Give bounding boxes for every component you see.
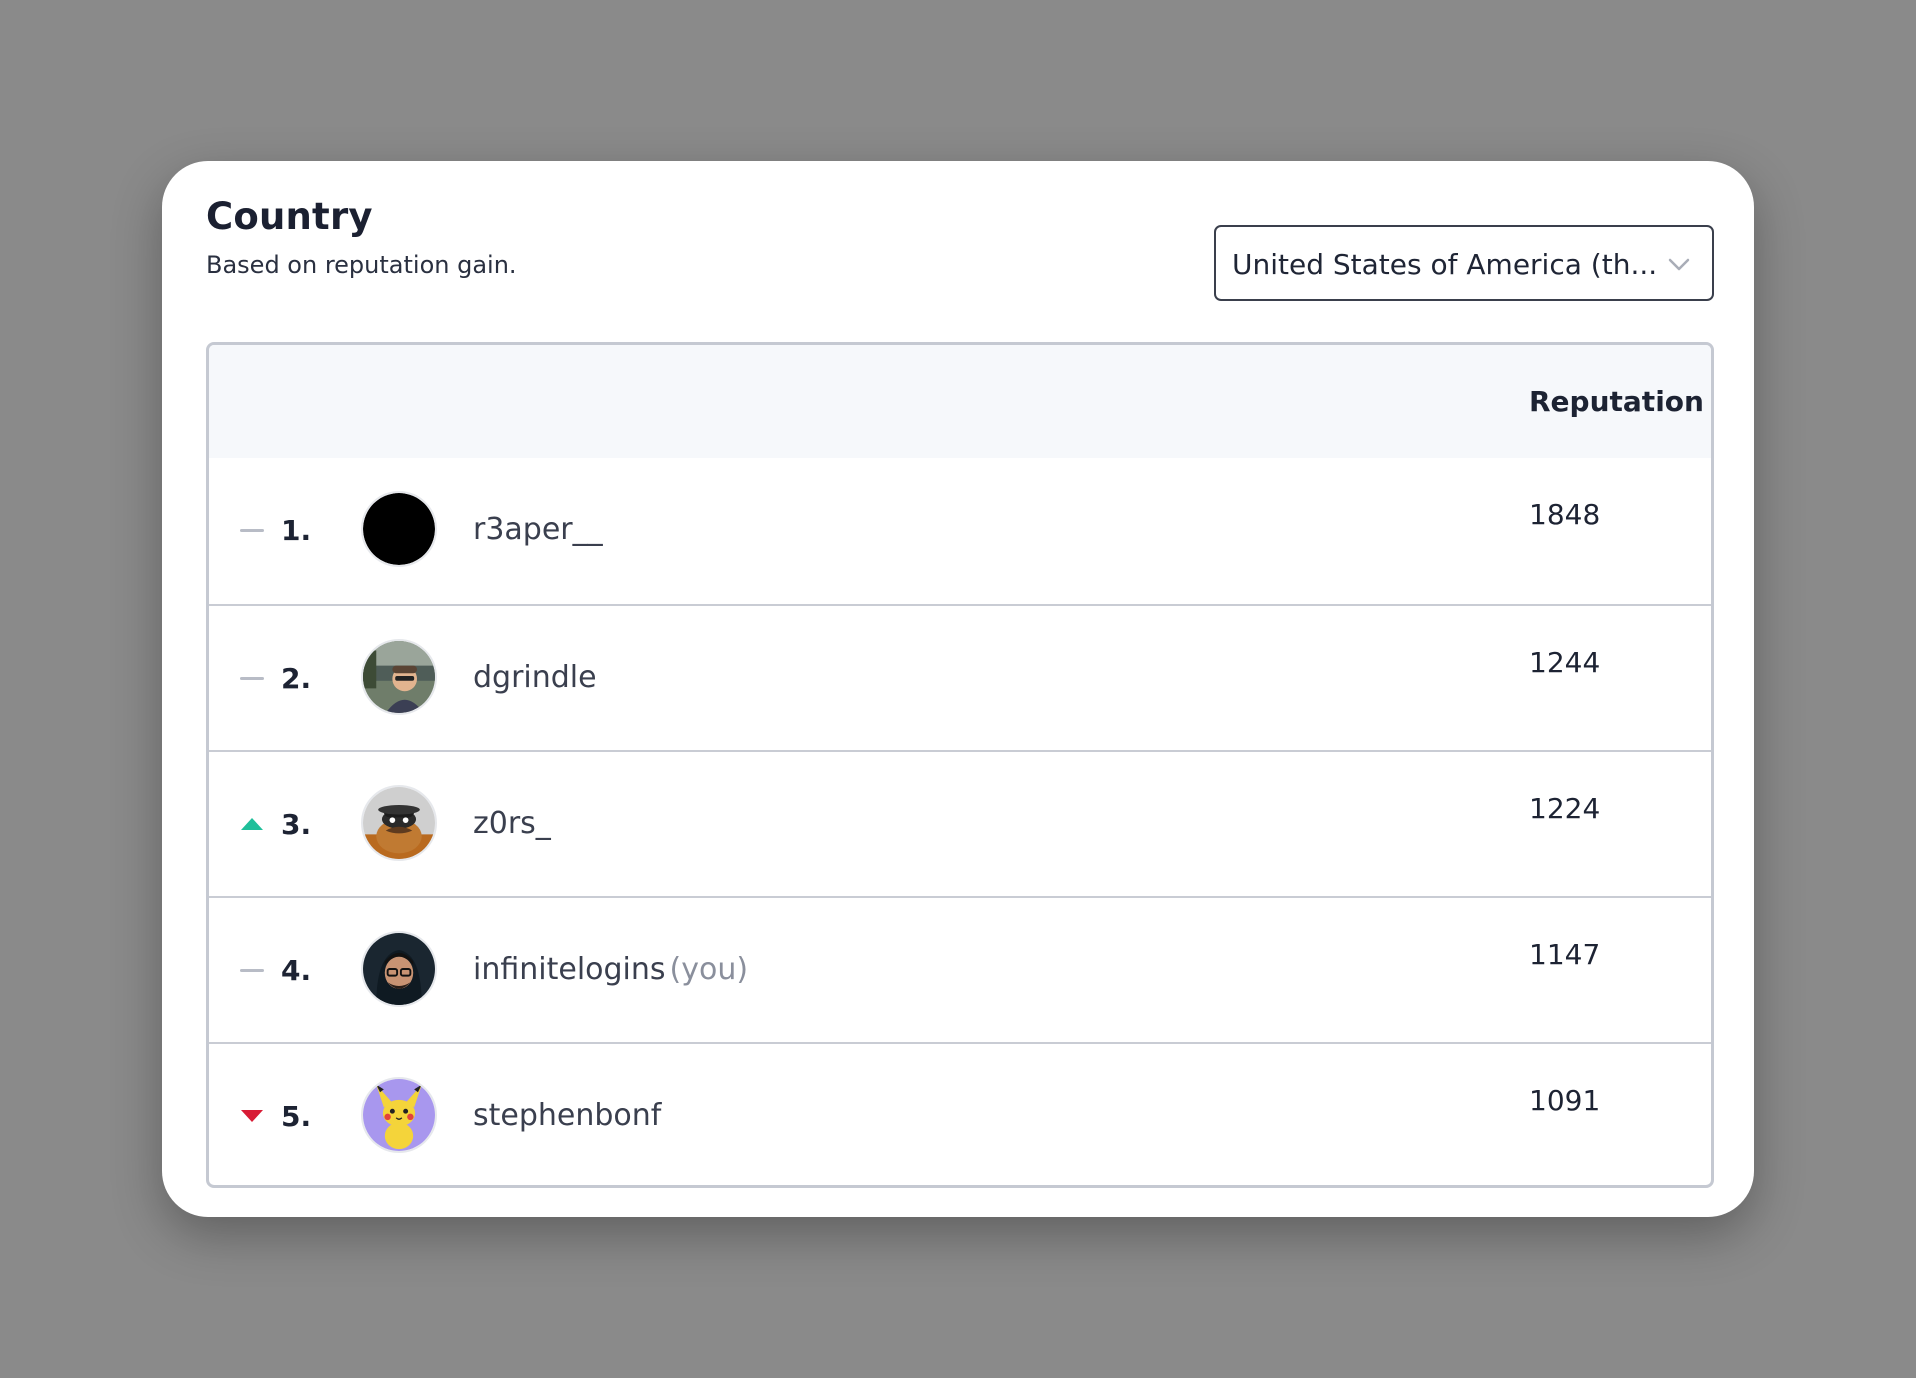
table-row[interactable]: 3. z0rs_ 1224 <box>209 750 1711 896</box>
username-link[interactable]: z0rs_ <box>473 806 551 841</box>
table-row[interactable]: 1. r3aper__ 1848 <box>209 458 1711 604</box>
card-subtitle: Based on reputation gain. <box>206 251 517 279</box>
avatar[interactable] <box>361 931 437 1007</box>
table-header: Reputation <box>209 345 1711 458</box>
reputation-column-header: Reputation <box>1529 385 1704 418</box>
trend-unchanged-icon <box>240 960 264 980</box>
reputation-value: 1091 <box>1529 1084 1601 1117</box>
avatar[interactable] <box>361 639 437 715</box>
leaderboard-card: Country Based on reputation gain. United… <box>162 161 1754 1217</box>
country-select-value: United States of America (th... <box>1232 248 1658 281</box>
rank-number: 4. <box>281 954 312 987</box>
reputation-value: 1848 <box>1529 498 1601 531</box>
table-row[interactable]: 4. infinitelogins (you) 1147 <box>209 896 1711 1042</box>
trend-unchanged-icon <box>240 520 264 540</box>
reputation-value: 1147 <box>1529 938 1601 971</box>
username-text: infinitelogins <box>473 952 666 987</box>
trend-up-icon <box>240 814 264 834</box>
rank-number: 1. <box>281 514 312 547</box>
avatar[interactable] <box>361 491 437 567</box>
reputation-value: 1244 <box>1529 646 1601 679</box>
reputation-value: 1224 <box>1529 792 1601 825</box>
rank-number: 3. <box>281 808 312 841</box>
chevron-down-icon <box>1664 249 1694 279</box>
trend-unchanged-icon <box>240 668 264 688</box>
rank-number: 5. <box>281 1100 312 1133</box>
leaderboard-table: Reputation 1. r3aper__ 1848 2. <box>206 342 1714 1188</box>
username-link[interactable]: infinitelogins (you) <box>473 952 748 987</box>
country-select[interactable]: United States of America (th... <box>1214 225 1714 301</box>
avatar[interactable] <box>361 1077 437 1153</box>
table-row[interactable]: 5. stephenbonf 1091 <box>209 1042 1711 1185</box>
you-label: (you) <box>669 952 749 987</box>
avatar[interactable] <box>361 785 437 861</box>
username-link[interactable]: dgrindle <box>473 660 597 695</box>
table-row[interactable]: 2. dgrindle 1244 <box>209 604 1711 750</box>
username-link[interactable]: stephenbonf <box>473 1098 662 1133</box>
rank-number: 2. <box>281 662 312 695</box>
card-title: Country <box>206 195 373 238</box>
username-link[interactable]: r3aper__ <box>473 512 603 547</box>
trend-down-icon <box>240 1106 264 1126</box>
